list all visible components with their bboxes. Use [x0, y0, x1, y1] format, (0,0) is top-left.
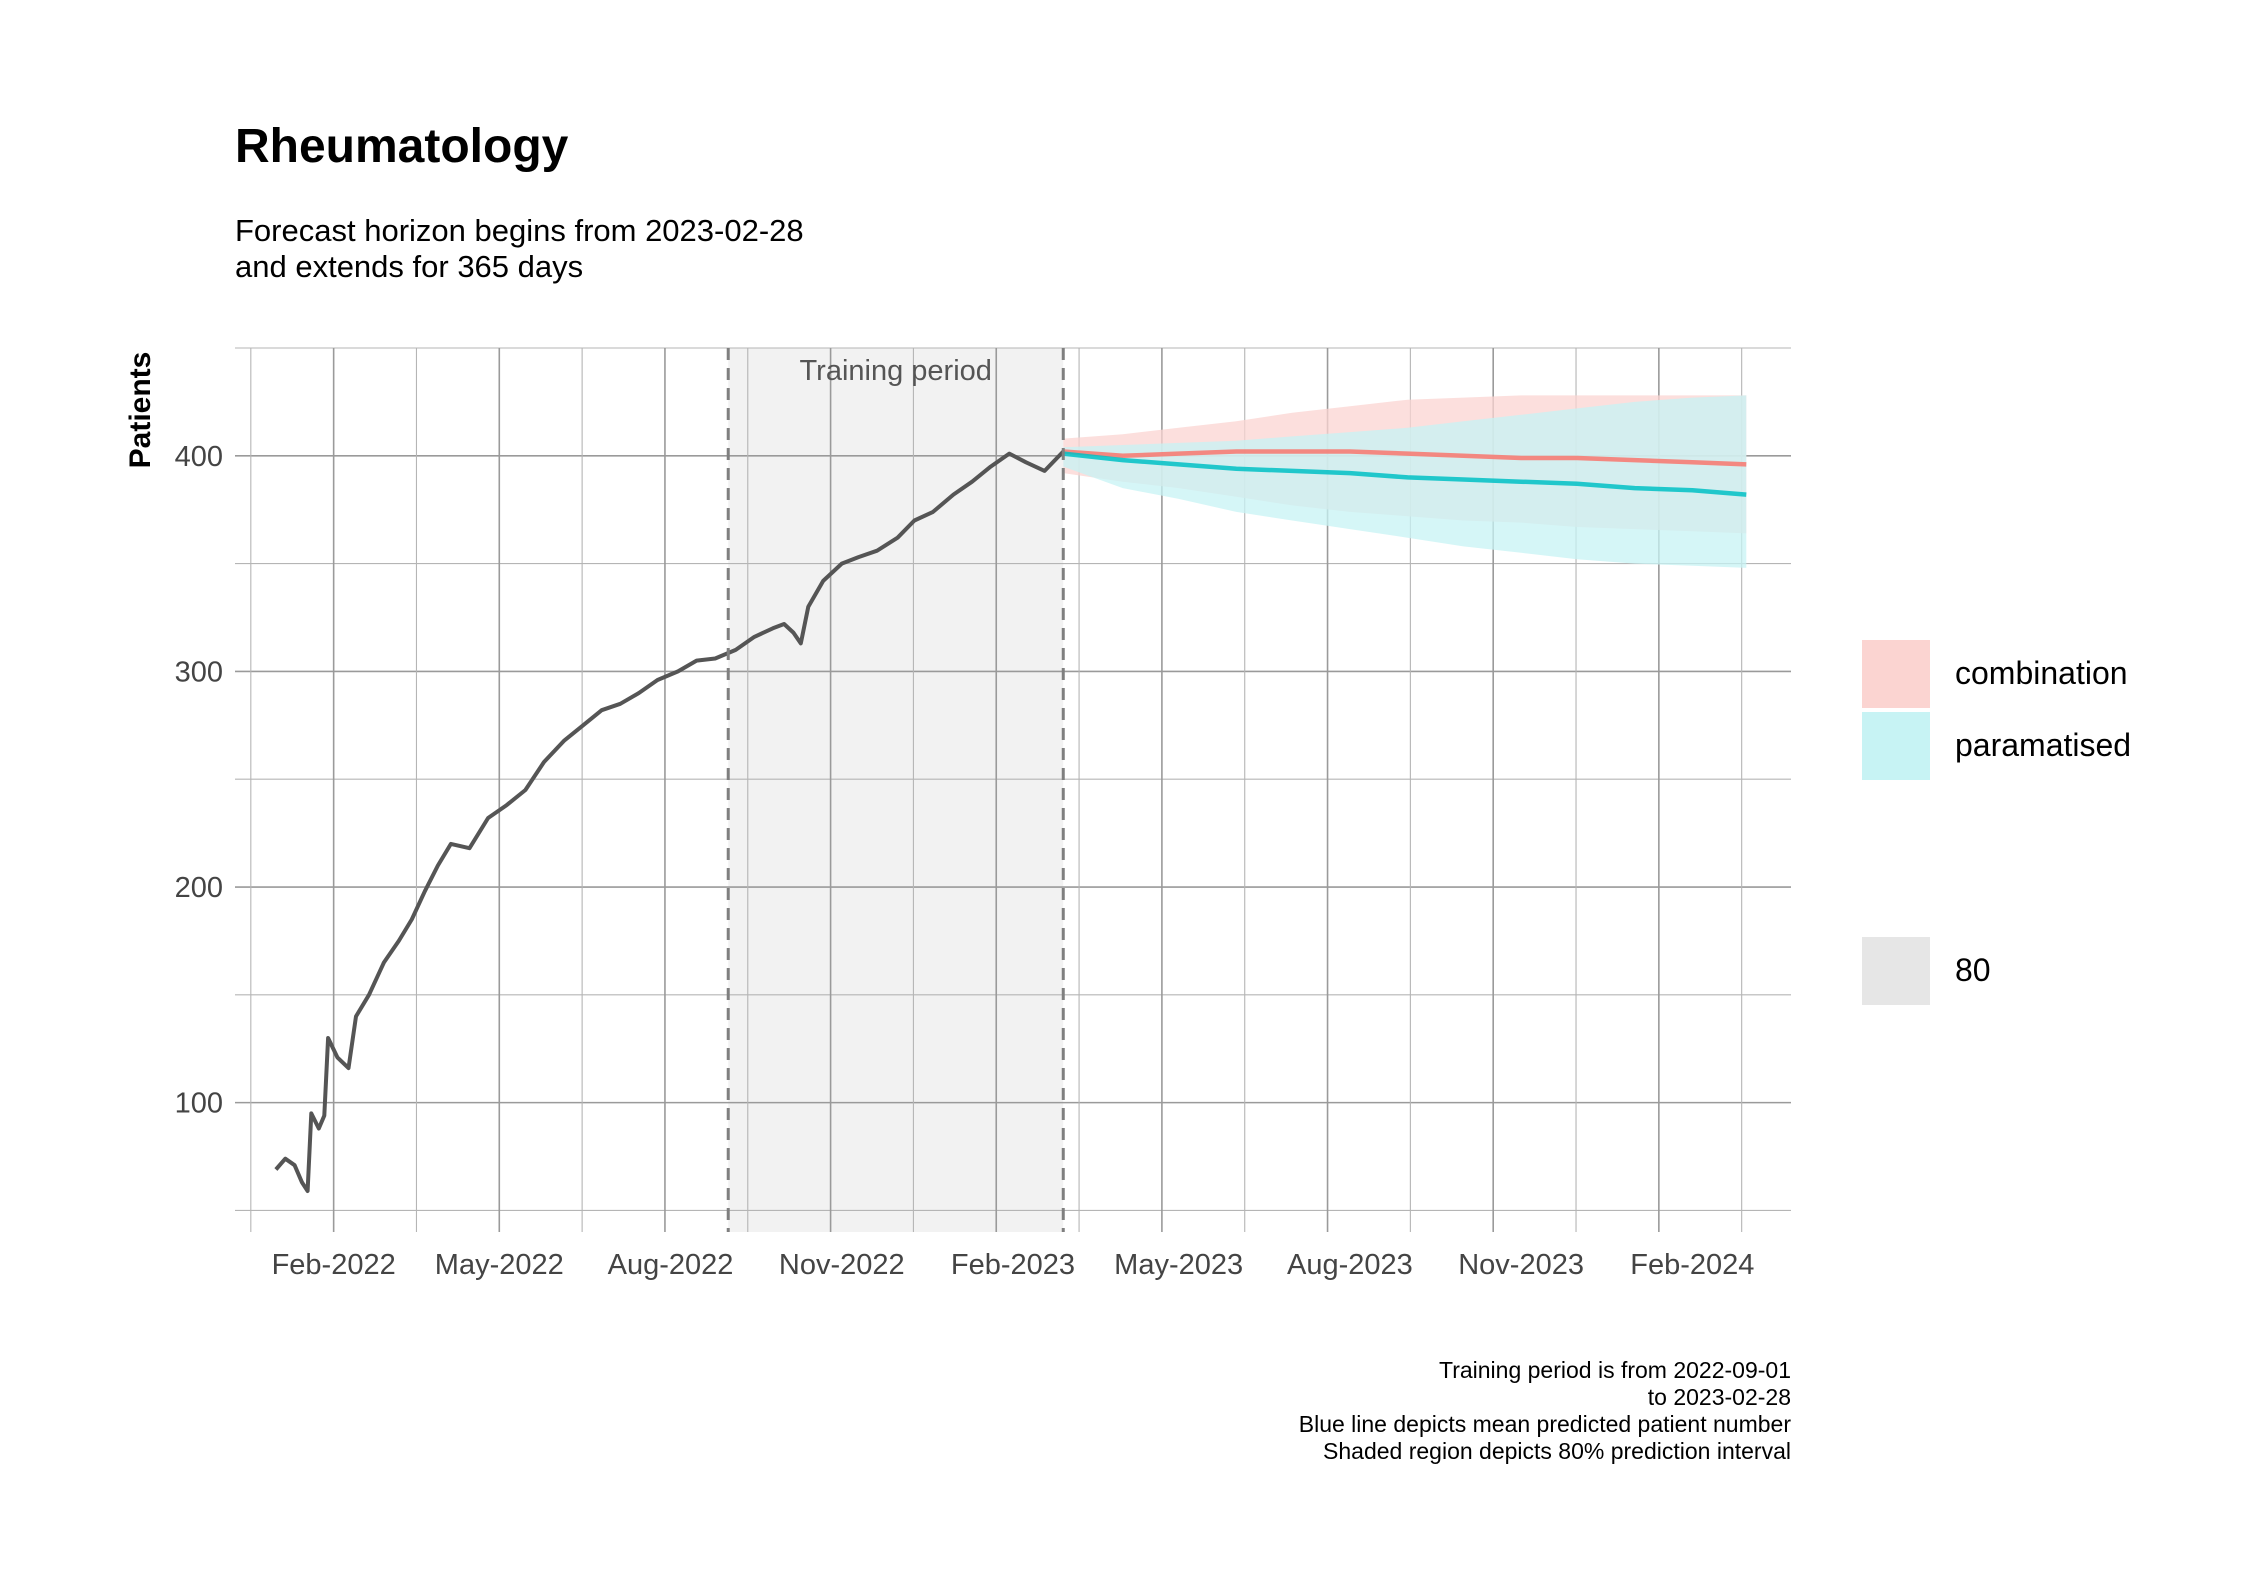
paramatised-prediction-band — [1063, 395, 1747, 568]
observed-series — [274, 450, 1065, 1193]
caption-line-1: Training period is from 2022-09-01 — [1439, 1357, 1791, 1383]
training-period-shading — [728, 348, 1064, 1232]
training-period-label: Training period — [800, 355, 992, 387]
y-tick-label: 400 — [175, 441, 223, 473]
chart-subtitle-line-1: Forecast horizon begins from 2023-02-28 — [235, 213, 804, 248]
caption-line-4: Shaded region depicts 80% prediction int… — [1323, 1438, 1791, 1464]
caption: Training period is from 2022-09-01 to 20… — [1299, 1357, 1792, 1464]
forecast-mean-lines — [1063, 449, 1747, 497]
caption-line-3: Blue line depicts mean predicted patient… — [1299, 1411, 1792, 1437]
legend-key-combination — [1862, 640, 1930, 708]
y-tick-label: 300 — [175, 656, 223, 688]
x-tick-label: Feb-2022 — [272, 1249, 396, 1281]
legend-label: paramatised — [1955, 727, 2131, 763]
y-tick-label: 100 — [175, 1088, 223, 1120]
prediction-bands — [1063, 395, 1747, 568]
x-tick-label: Nov-2023 — [1458, 1249, 1584, 1281]
x-tick-label: Aug-2022 — [608, 1249, 734, 1281]
caption-line-2: to 2023-02-28 — [1648, 1384, 1791, 1410]
grid-lines — [235, 347, 1791, 1232]
observed-patients-line — [274, 450, 1065, 1193]
legend: combination paramatised 80 — [1862, 640, 2131, 1005]
training-period-rect — [728, 348, 1064, 1232]
paramatised-mean-line — [1063, 451, 1747, 497]
y-tick-label: 200 — [175, 872, 223, 904]
chart-subtitle-line-2: and extends for 365 days — [235, 249, 583, 284]
legend-label: combination — [1955, 655, 2128, 691]
x-tick-label: Aug-2023 — [1287, 1249, 1413, 1281]
y-axis-tick-labels: 100 200 300 400 — [175, 441, 223, 1120]
chart-title: Rheumatology — [235, 120, 569, 173]
x-axis-tick-labels: Feb-2022 May-2022 Aug-2022 Nov-2022 Feb-2023… — [272, 1249, 1755, 1281]
combination-mean-line — [1063, 449, 1747, 467]
training-period-boundaries — [726, 348, 1065, 1232]
legend-key-paramatised — [1862, 712, 1930, 780]
legend-level-label: 80 — [1955, 952, 1991, 988]
x-tick-label: Feb-2024 — [1630, 1249, 1754, 1281]
x-tick-label: May-2022 — [435, 1249, 564, 1281]
x-tick-label: Feb-2023 — [951, 1249, 1075, 1281]
x-tick-label: May-2023 — [1114, 1249, 1243, 1281]
x-tick-label: Nov-2022 — [779, 1249, 905, 1281]
legend-key-level-80 — [1862, 937, 1930, 1005]
y-axis-label: Patients — [124, 352, 157, 469]
